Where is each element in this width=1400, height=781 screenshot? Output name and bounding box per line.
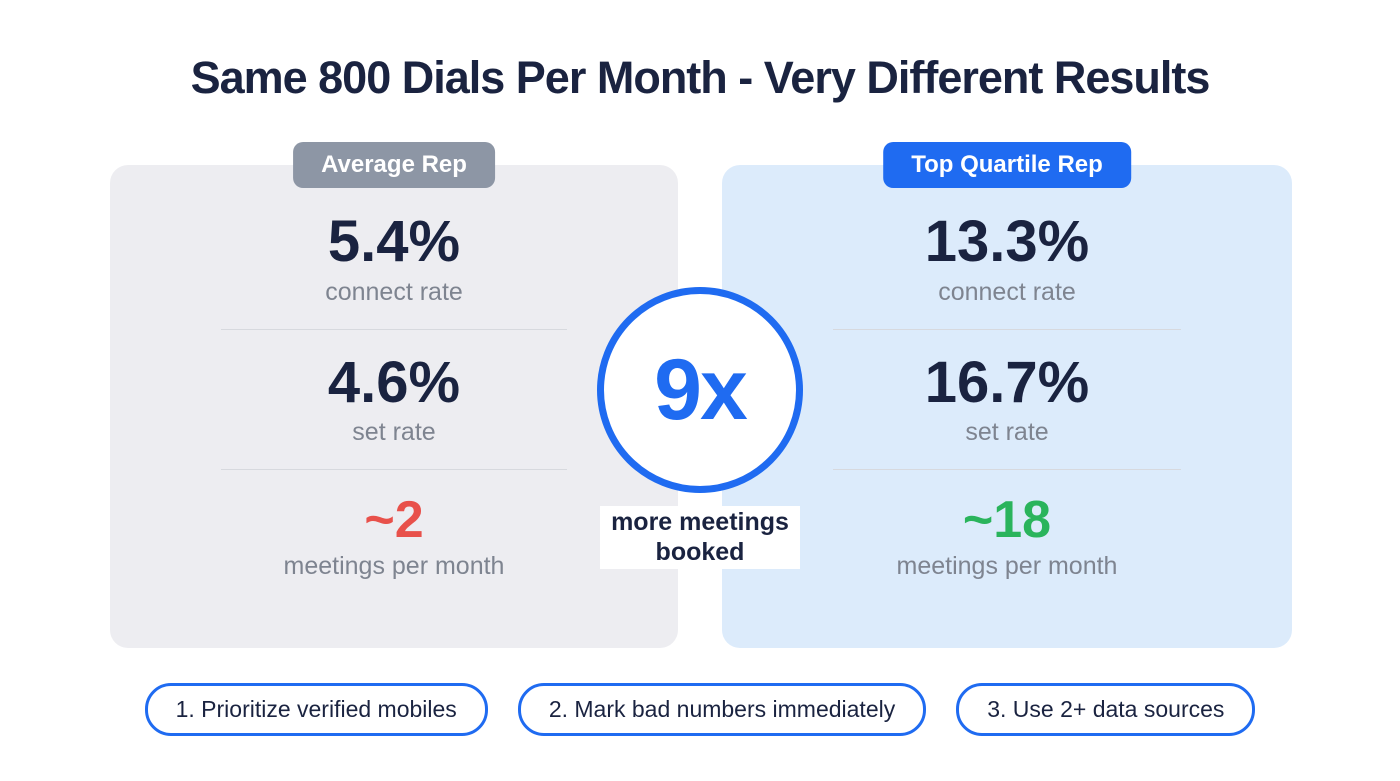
- tip-use-2-plus-data-sources[interactable]: 3. Use 2+ data sources: [956, 683, 1256, 736]
- stat-label: meetings per month: [896, 552, 1118, 581]
- stat-set-rate-average: 4.6% set rate: [327, 349, 461, 448]
- divider: [833, 328, 1181, 330]
- tips-row: 1. Prioritize verified mobiles 2. Mark b…: [0, 683, 1400, 736]
- stat-value: ~18: [962, 491, 1052, 550]
- tip-prioritize-verified-mobiles[interactable]: 1. Prioritize verified mobiles: [144, 683, 488, 736]
- stat-value: ~2: [364, 491, 424, 550]
- stat-meetings-top: ~18 meetings per month: [897, 492, 1118, 581]
- stat-value: 13.3%: [924, 209, 1090, 274]
- stat-label: connect rate: [938, 277, 1076, 306]
- average-rep-badge: Average Rep: [293, 142, 495, 188]
- stat-label: set rate: [352, 418, 436, 447]
- multiplier-value: 9x: [654, 341, 748, 438]
- divider: [833, 469, 1181, 471]
- stat-connect-rate-top: 13.3% connect rate: [924, 209, 1090, 307]
- average-rep-card: Average Rep 5.4% connect rate 4.6% set r…: [110, 142, 678, 648]
- divider: [220, 469, 568, 471]
- divider: [220, 328, 568, 330]
- stat-label: set rate: [965, 418, 1049, 447]
- stat-label: connect rate: [325, 277, 463, 306]
- stat-label: meetings per month: [283, 552, 505, 581]
- multiplier-caption: more meetings booked: [600, 506, 800, 569]
- stat-value: 4.6%: [327, 349, 461, 415]
- tip-mark-bad-numbers[interactable]: 2. Mark bad numbers immediately: [517, 683, 927, 736]
- multiplier-circle: 9x: [597, 287, 803, 493]
- top-quartile-rep-card: Top Quartile Rep 13.3% connect rate 16.7…: [722, 142, 1292, 648]
- stat-value: 16.7%: [924, 349, 1090, 415]
- stat-value: 5.4%: [327, 209, 461, 274]
- page-title: Same 800 Dials Per Month - Very Differen…: [190, 52, 1211, 103]
- stat-connect-rate-average: 5.4% connect rate: [325, 209, 463, 307]
- top-quartile-rep-badge: Top Quartile Rep: [883, 142, 1131, 188]
- stat-meetings-average: ~2 meetings per month: [284, 492, 505, 581]
- stat-set-rate-top: 16.7% set rate: [924, 349, 1090, 448]
